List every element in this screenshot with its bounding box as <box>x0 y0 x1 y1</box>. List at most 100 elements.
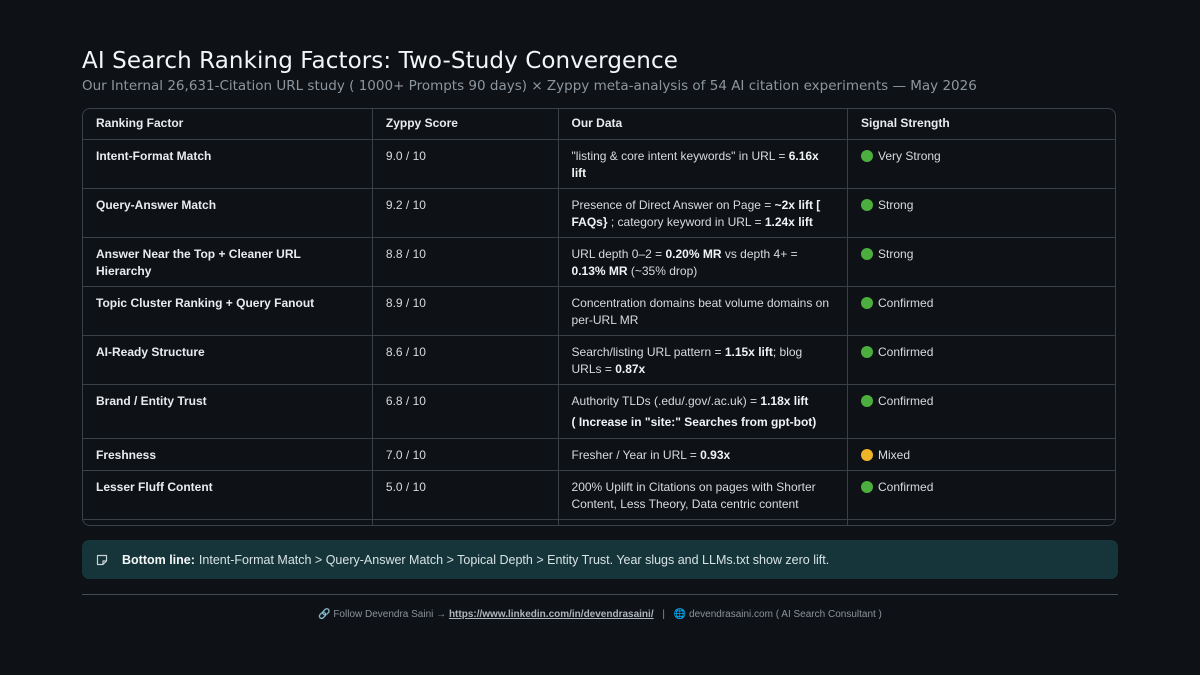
data-text: URL depth 0–2 = <box>571 246 666 261</box>
zyppy-score-cell: 8.6 / 10 <box>372 335 559 385</box>
our-data-cell: Presence of Direct Answer on Page = ~2x … <box>558 188 849 238</box>
data-highlight: 0.87x <box>615 361 646 376</box>
link-icon: 🔗 <box>318 609 331 620</box>
our-data-cell: Not measured ( other studies proves it n… <box>558 519 849 525</box>
status-dot-icon <box>861 480 874 493</box>
ranking-factor-cell: Intent-Format Match <box>83 139 373 189</box>
status-dot-icon <box>861 345 874 358</box>
data-highlight: ~2x lift [ FAQs} <box>571 197 821 229</box>
page-subtitle: Our Internal 26,631-Citation URL study (… <box>82 78 977 94</box>
zyppy-score-cell: 8.9 / 10 <box>372 286 559 336</box>
status-dot-icon <box>861 448 874 461</box>
signal-strength-cell: Strong <box>847 237 1115 287</box>
follow-text: Follow Devendra Saini → <box>333 609 447 620</box>
signal-label: Confirmed <box>878 479 934 494</box>
data-text: ; blog URLs = <box>571 344 803 376</box>
ranking-factor-cell: Freshness <box>83 438 373 471</box>
ranking-factor-cell: Brand / Entity Trust <box>83 384 373 439</box>
status-dot-icon <box>861 296 874 309</box>
zyppy-score-cell: 2.0 / 10 <box>372 519 559 525</box>
our-data-cell: Authority TLDs (.edu/.gov/.ac.uk) = 1.18… <box>558 384 849 439</box>
table-row: Topic Cluster Ranking + Query Fanout 8.9 … <box>83 286 1115 336</box>
data-text: Search/listing URL pattern = <box>571 344 725 359</box>
table-row: Intent-Format Match 9.0 / 10 "listing & co… <box>83 139 1115 189</box>
ranking-factor-cell: Answer Near the Top + Cleaner URL Hierar… <box>83 237 373 287</box>
status-dot-icon <box>861 394 874 407</box>
zyppy-score-cell: 8.8 / 10 <box>372 237 559 287</box>
table-row: Answer Near the Top + Cleaner URL Hierar… <box>83 237 1115 287</box>
table-row: Brand / Entity Trust 6.8 / 10 Authority TL… <box>83 384 1115 439</box>
column-header-ranking-factor: Ranking Factor <box>83 109 373 140</box>
table-row: Freshness 7.0 / 10 Fresher / Year in URL =… <box>83 438 1115 471</box>
status-dot-icon <box>861 247 874 260</box>
signal-strength-cell: Confirmed <box>847 335 1115 385</box>
zyppy-score-cell: 7.0 / 10 <box>372 438 559 471</box>
data-extra-note: ( Increase in "site:" Searches from gpt-… <box>571 414 817 429</box>
data-highlight: 1.15x lift <box>724 344 773 359</box>
bottom-line-label: Bottom line: <box>122 552 195 567</box>
data-text: (~35% drop) <box>627 263 698 278</box>
our-data-cell: Fresher / Year in URL = 0.93x <box>558 438 849 471</box>
signal-strength-cell: Confirmed <box>847 470 1115 520</box>
our-data-cell: Search/listing URL pattern = 1.15x lift;… <box>558 335 849 385</box>
data-highlight: 0.93x <box>700 447 731 462</box>
table-row: Lesser Fluff Content 5.0 / 10 200% Uplift … <box>83 470 1115 520</box>
data-text: Fresher / Year in URL = <box>571 447 701 462</box>
data-text: Presence of Direct Answer on Page = <box>571 197 775 212</box>
status-dot-icon <box>861 149 874 162</box>
page-title: AI Search Ranking Factors: Two-Study Con… <box>82 48 678 74</box>
table-row: LLMs.txt2.0 / 10Not measured ( other stu… <box>83 519 1115 525</box>
linkedin-link[interactable]: https://www.linkedin.com/in/devendrasain… <box>448 609 654 620</box>
signal-label: Strong <box>878 246 914 261</box>
data-text: ; category keyword in URL = <box>607 214 765 229</box>
website-text[interactable]: devendrasaini.com ( AI Search Consultant… <box>689 609 882 620</box>
footer: 🔗 Follow Devendra Saini → https://www.li… <box>0 609 1200 620</box>
column-header-zyppy-score: Zyppy Score <box>372 109 559 140</box>
zyppy-score-cell: 9.0 / 10 <box>372 139 559 189</box>
signal-strength-cell: Very Strong <box>847 139 1115 189</box>
ranking-factor-cell: Query-Answer Match <box>83 188 373 238</box>
bottom-line-text: Intent-Format Match > Query-Answer Match… <box>198 552 830 567</box>
signal-label: Confirmed <box>878 393 934 408</box>
table-header-row: Ranking Factor Zyppy Score Our Data Sign… <box>83 109 1115 140</box>
signal-label: Very Strong <box>878 148 941 163</box>
footer-divider <box>82 594 1118 595</box>
signal-strength-cell: Confirmed <box>847 286 1115 336</box>
signal-strength-cell: Skip It <box>848 519 1115 525</box>
column-header-signal-strength: Signal Strength <box>847 109 1115 140</box>
our-data-cell: "listing & core intent keywords" in URL … <box>558 139 849 189</box>
data-highlight: 0.20% MR <box>665 246 722 261</box>
signal-label: Confirmed <box>878 295 934 310</box>
our-data-cell: 200% Uplift in Citations on pages with S… <box>558 470 849 520</box>
signal-strength-cell: Confirmed <box>847 384 1115 439</box>
signal-label: Mixed <box>878 447 911 462</box>
zyppy-score-cell: 9.2 / 10 <box>372 188 559 238</box>
data-text: Authority TLDs (.edu/.gov/.ac.uk) = <box>571 393 761 408</box>
data-highlight: 1.24x lift <box>764 214 813 229</box>
ranking-factor-cell: LLMs.txt <box>83 519 373 525</box>
ranking-factors-table: Ranking Factor Zyppy Score Our Data Sign… <box>82 108 1116 526</box>
ranking-factor-cell: AI-Ready Structure <box>83 335 373 385</box>
ranking-factor-cell: Topic Cluster Ranking + Query Fanout <box>83 286 373 336</box>
note-icon <box>96 554 108 566</box>
column-header-our-data: Our Data <box>558 109 849 140</box>
ranking-factor-cell: Lesser Fluff Content <box>83 470 373 520</box>
data-highlight: 6.16x lift <box>571 148 819 180</box>
signal-label: Strong <box>878 197 914 212</box>
data-text: 200% Uplift in Citations on pages with S… <box>571 479 816 511</box>
data-text: vs depth 4+ = <box>721 246 798 261</box>
signal-strength-cell: Mixed <box>847 438 1115 471</box>
data-text: Concentration domains beat volume domain… <box>571 295 829 327</box>
data-text: "listing & core intent keywords" in URL … <box>571 148 789 163</box>
zyppy-score-cell: 6.8 / 10 <box>372 384 559 439</box>
globe-icon: 🌐 <box>673 609 687 620</box>
bottom-line-callout: Bottom line: Intent-Format Match > Query… <box>82 540 1118 579</box>
our-data-cell: Concentration domains beat volume domain… <box>558 286 849 336</box>
zyppy-score-cell: 5.0 / 10 <box>372 470 559 520</box>
signal-label: Confirmed <box>878 344 934 359</box>
footer-separator: | <box>662 609 665 620</box>
our-data-cell: URL depth 0–2 = 0.20% MR vs depth 4+ = 0… <box>558 237 849 287</box>
table-row: AI-Ready Structure 8.6 / 10 Search/listing… <box>83 335 1115 385</box>
table-body: Intent-Format Match 9.0 / 10 "listing & co… <box>83 139 1115 525</box>
signal-strength-cell: Strong <box>847 188 1115 238</box>
